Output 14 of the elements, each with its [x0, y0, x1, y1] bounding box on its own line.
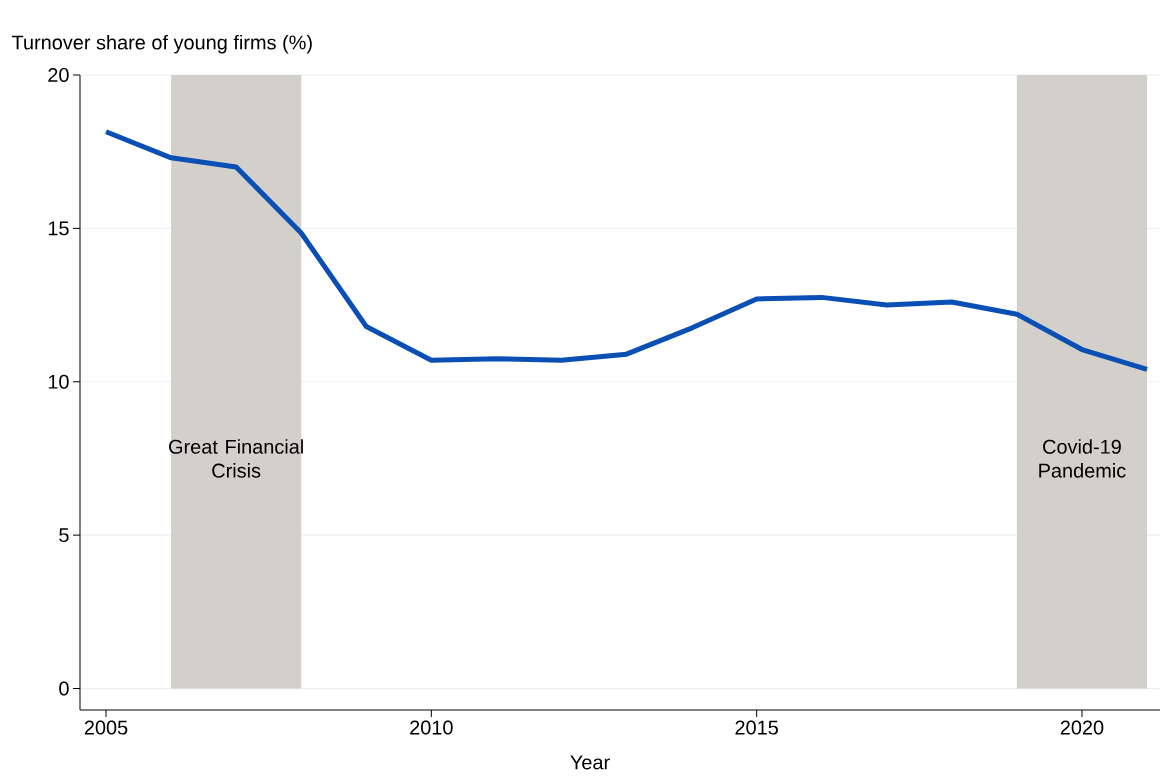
x-tick-label: 2005	[84, 720, 128, 735]
y-tick-label: 10	[48, 374, 69, 389]
y-tick-label: 5	[59, 528, 69, 543]
x-tick-label: 2010	[410, 720, 453, 735]
band-label: Covid-19 Pandemic	[1039, 439, 1126, 478]
x-axis-title: Year	[570, 755, 610, 770]
band-label: Great Financial Crisis	[169, 439, 303, 478]
y-tick-label: 0	[59, 681, 69, 696]
line-series	[103, 129, 1150, 372]
y-tick-label: 15	[48, 221, 69, 236]
x-tick-label: 2015	[735, 720, 778, 735]
y-axis-title: Turnover share of young firms (%)	[11, 34, 312, 54]
x-tick-label: 2020	[1060, 720, 1104, 735]
y-tick-label: 20	[48, 67, 69, 83]
